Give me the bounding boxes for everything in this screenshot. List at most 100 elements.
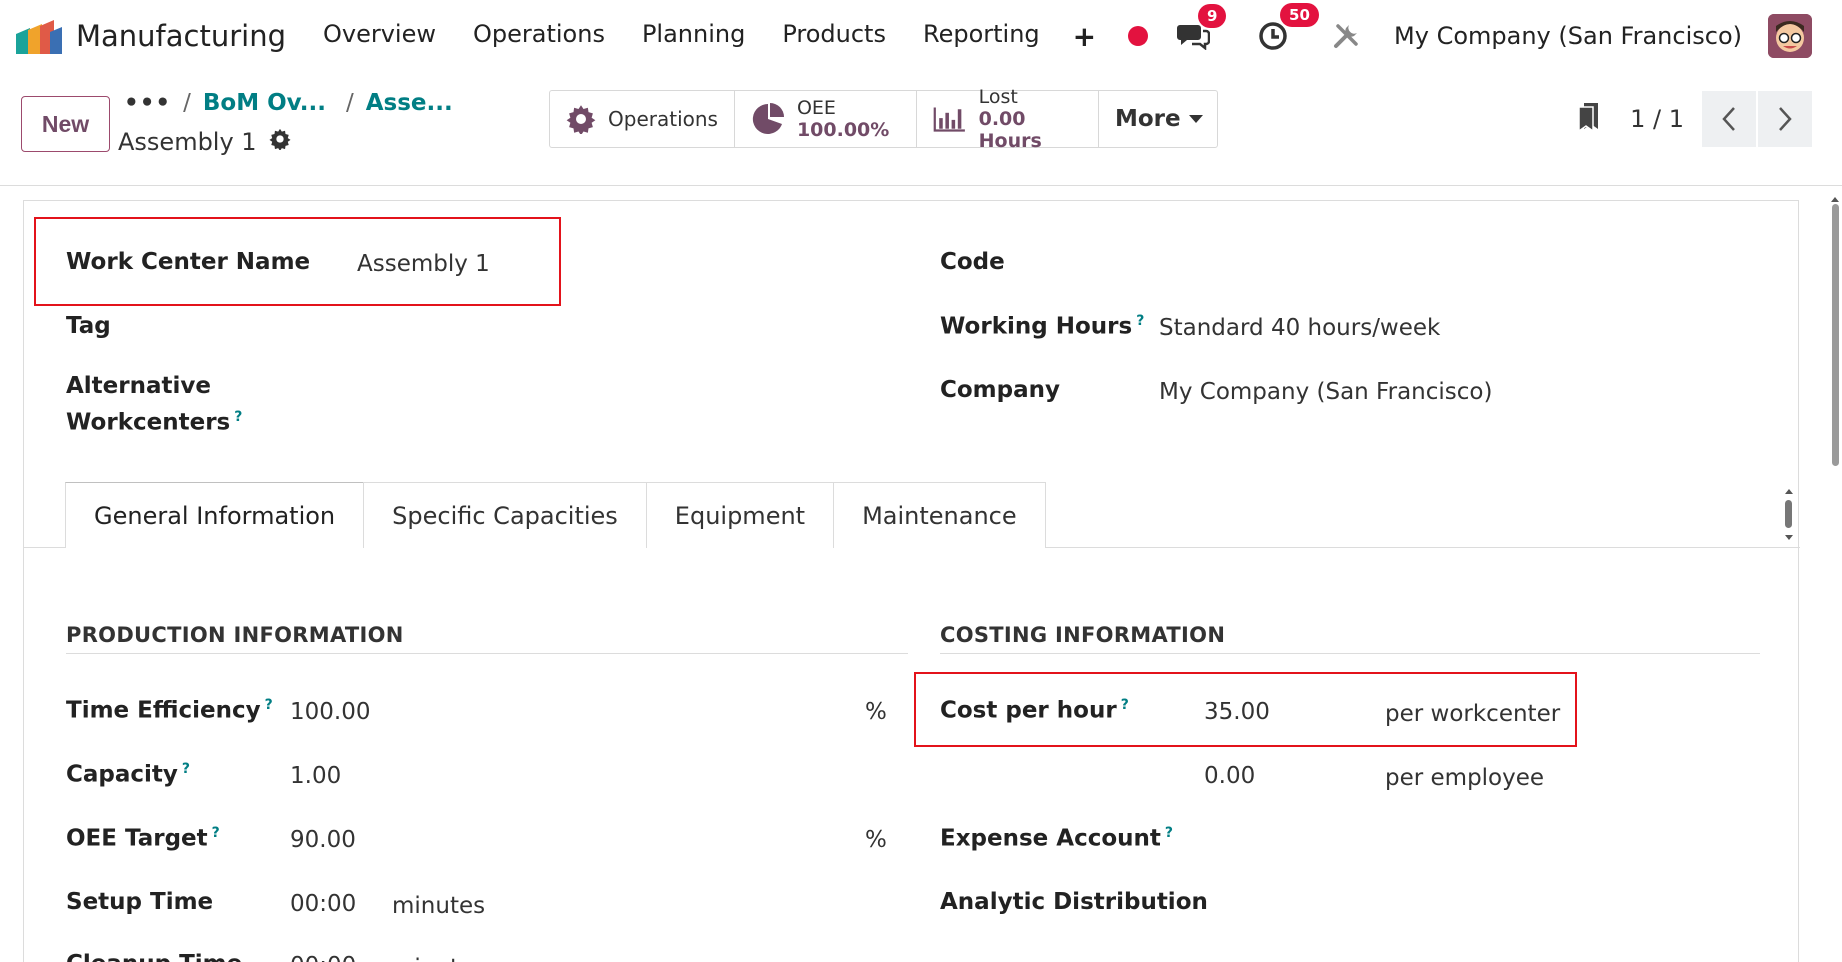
capacity-text: Capacity	[66, 761, 178, 788]
breadcrumb-more[interactable]: •••	[124, 90, 172, 116]
messages-badge: 9	[1198, 4, 1227, 28]
form-sheet: Work Center Name Assembly 1 Tag Alternat…	[23, 200, 1800, 962]
manufacturing-app-icon	[16, 20, 64, 54]
breadcrumb-separator: /	[345, 90, 354, 116]
production-section-line	[66, 653, 908, 654]
activities-badge: 50	[1280, 3, 1319, 27]
tabs-scrollbar-thumb[interactable]	[1785, 500, 1792, 528]
help-icon[interactable]: ?	[234, 409, 243, 425]
tools-icon	[1334, 24, 1358, 48]
activities-button[interactable]: 50	[1258, 3, 1319, 51]
time-efficiency-input[interactable]: 100.00	[290, 699, 371, 725]
user-avatar[interactable]	[1768, 14, 1812, 58]
pager-count[interactable]: 1 / 1	[1630, 105, 1684, 133]
app-title: Manufacturing	[76, 19, 286, 53]
capacity-label: Capacity?	[66, 761, 190, 788]
recording-dot-icon[interactable]	[1128, 26, 1149, 46]
chevron-right-icon	[1779, 107, 1792, 131]
time-efficiency-text: Time Efficiency	[66, 697, 261, 724]
gear-icon[interactable]	[269, 128, 291, 156]
messages-button[interactable]: 9	[1176, 4, 1227, 50]
help-icon[interactable]: ?	[1136, 313, 1145, 329]
cog-icon	[566, 105, 596, 134]
costing-section-title: COSTING INFORMATION	[940, 623, 1226, 647]
help-icon[interactable]: ?	[211, 825, 220, 841]
oee-value: 100.00%	[796, 119, 890, 141]
setup-time-label: Setup Time	[66, 889, 214, 915]
new-button[interactable]: New	[21, 96, 110, 152]
tab-general-information[interactable]: General Information	[65, 482, 365, 548]
app-brand[interactable]: Manufacturing	[16, 19, 286, 54]
pager: 1 / 1	[1576, 90, 1842, 148]
oee-smart-button[interactable]: OEE 100.00%	[735, 91, 917, 147]
bookmark-icon[interactable]	[1576, 101, 1602, 137]
operations-smart-button[interactable]: Operations	[550, 91, 735, 147]
pager-previous-button[interactable]	[1702, 91, 1756, 147]
menu-overview[interactable]: Overview	[323, 19, 436, 48]
clock-icon	[1259, 22, 1287, 50]
pie-chart-icon	[752, 103, 784, 134]
percent-unit: %	[865, 827, 887, 853]
breadcrumb: ••• / BoM Ov... / Asse...	[124, 90, 453, 116]
systray: 9 50 My Company (San Francisco)	[1128, 0, 1842, 72]
code-label: Code	[940, 249, 1005, 275]
plus-icon[interactable]: +	[1072, 19, 1097, 53]
breadcrumb-assembly[interactable]: Asse...	[365, 90, 453, 116]
help-icon[interactable]: ?	[1120, 697, 1129, 713]
menu-reporting[interactable]: Reporting	[922, 19, 1040, 48]
tag-input[interactable]	[357, 313, 857, 343]
production-section-title: PRODUCTION INFORMATION	[66, 623, 404, 647]
record-name: Assembly 1	[118, 128, 257, 156]
setup-time-input[interactable]: 00:00	[290, 891, 357, 917]
working-hours-input[interactable]: Standard 40 hours/week	[1159, 315, 1441, 341]
code-input[interactable]	[1159, 249, 1759, 279]
more-label: More	[1114, 106, 1181, 132]
tag-label: Tag	[66, 313, 111, 339]
caret-down-icon	[1188, 115, 1203, 123]
work-center-name-input[interactable]: Assembly 1	[357, 251, 490, 277]
lost-value: 0.00 Hours	[978, 108, 1042, 152]
debug-tools-button[interactable]	[1332, 22, 1360, 50]
breadcrumb-separator: /	[183, 90, 191, 116]
tab-maintenance[interactable]: Maintenance	[833, 482, 1046, 548]
per-employee-unit: per employee	[1385, 765, 1545, 791]
smart-buttons: Operations OEE 100.00% Lost 0.00 Hou	[549, 86, 1218, 152]
page-scrollbar[interactable]	[1829, 190, 1841, 962]
tab-specific-capacities[interactable]: Specific Capacities	[363, 482, 647, 548]
cost-per-hour-text: Cost per hour	[940, 697, 1117, 724]
capacity-input[interactable]: 1.00	[290, 763, 342, 789]
oee-target-input[interactable]: 90.00	[290, 827, 356, 853]
percent-unit: %	[865, 699, 887, 725]
pager-next-button[interactable]	[1758, 91, 1812, 147]
help-icon[interactable]: ?	[1164, 825, 1174, 841]
top-navbar: Manufacturing Overview Operations Planni…	[0, 0, 1842, 72]
employee-cost-input[interactable]: 0.00	[1204, 763, 1256, 789]
record-title: Assembly 1	[118, 128, 291, 156]
expense-account-input[interactable]	[1204, 827, 1704, 857]
highlight-cost-per-hour	[914, 672, 1577, 747]
analytic-distribution-input[interactable]	[1204, 891, 1704, 921]
lost-smart-button[interactable]: Lost 0.00 Hours	[917, 86, 1099, 152]
tabs-scrollbar[interactable]	[1782, 485, 1796, 543]
oee-target-text: OEE Target	[66, 825, 208, 852]
lost-label: Lost	[978, 86, 1018, 108]
menu-planning[interactable]: Planning	[641, 19, 746, 48]
expense-account-text: Expense Account	[940, 825, 1161, 852]
cost-per-hour-input[interactable]: 35.00	[1204, 699, 1270, 725]
operations-label: Operations	[608, 107, 718, 131]
company-input[interactable]: My Company (San Francisco)	[1159, 379, 1493, 405]
alternative-label-line2: Workcenters?	[66, 409, 242, 436]
breadcrumb-bom-overview[interactable]: BoM Ov...	[202, 90, 326, 116]
cleanup-time-input[interactable]: 00:00	[290, 953, 356, 962]
tab-equipment[interactable]: Equipment	[645, 482, 835, 548]
page-scrollbar-thumb[interactable]	[1832, 204, 1839, 466]
company-switcher[interactable]: My Company (San Francisco)	[1394, 22, 1742, 50]
more-dropdown[interactable]: More	[1099, 91, 1217, 147]
help-icon[interactable]: ?	[181, 761, 191, 777]
expense-account-label: Expense Account?	[940, 825, 1173, 852]
work-center-name-label: Work Center Name	[66, 249, 311, 275]
main-menu: Overview Operations Planning Products Re…	[323, 20, 1133, 53]
menu-operations[interactable]: Operations	[473, 19, 605, 48]
help-icon[interactable]: ?	[264, 697, 273, 713]
menu-products[interactable]: Products	[782, 19, 886, 48]
